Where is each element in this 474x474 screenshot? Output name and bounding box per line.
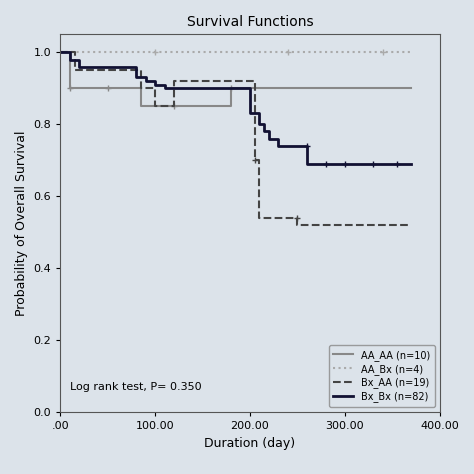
- Bx_Bx (n=82): [162, 82, 167, 88]
- Title: Survival Functions: Survival Functions: [187, 15, 313, 29]
- Bx_AA (n=19): [152, 103, 158, 109]
- AA_AA (n=10): [57, 49, 63, 55]
- Bx_Bx (n=82): [304, 161, 310, 167]
- Bx_Bx (n=82): [261, 121, 267, 127]
- Bx_AA (n=19): [152, 85, 158, 91]
- Bx_Bx (n=82): [162, 85, 167, 91]
- AA_AA (n=10): [138, 85, 144, 91]
- X-axis label: Duration (day): Duration (day): [204, 437, 296, 449]
- Bx_Bx (n=82): [266, 136, 272, 141]
- Bx_AA (n=19): [72, 49, 77, 55]
- Bx_AA (n=19): [408, 222, 414, 228]
- AA_AA (n=10): [228, 85, 234, 91]
- Bx_Bx (n=82): [67, 49, 73, 55]
- Bx_Bx (n=82): [256, 121, 262, 127]
- Bx_Bx (n=82): [67, 57, 73, 63]
- Bx_Bx (n=82): [152, 82, 158, 88]
- Bx_Bx (n=82): [256, 110, 262, 116]
- Bx_AA (n=19): [294, 222, 300, 228]
- Bx_AA (n=19): [57, 49, 63, 55]
- Bx_Bx (n=82): [247, 85, 253, 91]
- Legend: AA_AA (n=10), AA_Bx (n=4), Bx_AA (n=19), Bx_Bx (n=82): AA_AA (n=10), AA_Bx (n=4), Bx_AA (n=19),…: [328, 345, 435, 407]
- AA_AA (n=10): [67, 49, 73, 55]
- AA_AA (n=10): [228, 103, 234, 109]
- Bx_AA (n=19): [72, 67, 77, 73]
- Bx_Bx (n=82): [143, 78, 148, 84]
- AA_AA (n=10): [67, 85, 73, 91]
- Bx_AA (n=19): [256, 157, 262, 163]
- Bx_Bx (n=82): [247, 110, 253, 116]
- Bx_AA (n=19): [252, 157, 257, 163]
- Bx_Bx (n=82): [261, 128, 267, 134]
- Bx_Bx (n=82): [266, 128, 272, 134]
- Bx_AA (n=19): [171, 103, 177, 109]
- Line: Bx_AA (n=19): Bx_AA (n=19): [60, 52, 411, 225]
- Y-axis label: Probability of Overall Survival: Probability of Overall Survival: [15, 130, 28, 316]
- Bx_Bx (n=82): [275, 136, 281, 141]
- Bx_Bx (n=82): [76, 57, 82, 63]
- Bx_Bx (n=82): [57, 49, 63, 55]
- Line: AA_AA (n=10): AA_AA (n=10): [60, 52, 411, 106]
- Bx_Bx (n=82): [133, 74, 139, 80]
- Bx_Bx (n=82): [152, 78, 158, 84]
- Bx_Bx (n=82): [275, 143, 281, 149]
- Text: Log rank test, P= 0.350: Log rank test, P= 0.350: [70, 383, 201, 392]
- Bx_AA (n=19): [138, 67, 144, 73]
- Line: Bx_Bx (n=82): Bx_Bx (n=82): [60, 52, 411, 164]
- AA_AA (n=10): [138, 103, 144, 109]
- Bx_Bx (n=82): [304, 143, 310, 149]
- Bx_AA (n=19): [256, 215, 262, 220]
- AA_AA (n=10): [408, 85, 414, 91]
- Bx_Bx (n=82): [133, 64, 139, 70]
- Bx_Bx (n=82): [76, 64, 82, 70]
- Bx_AA (n=19): [171, 78, 177, 84]
- Bx_Bx (n=82): [143, 74, 148, 80]
- Bx_Bx (n=82): [408, 161, 414, 167]
- Bx_AA (n=19): [294, 215, 300, 220]
- Bx_AA (n=19): [252, 78, 257, 84]
- Bx_AA (n=19): [138, 85, 144, 91]
